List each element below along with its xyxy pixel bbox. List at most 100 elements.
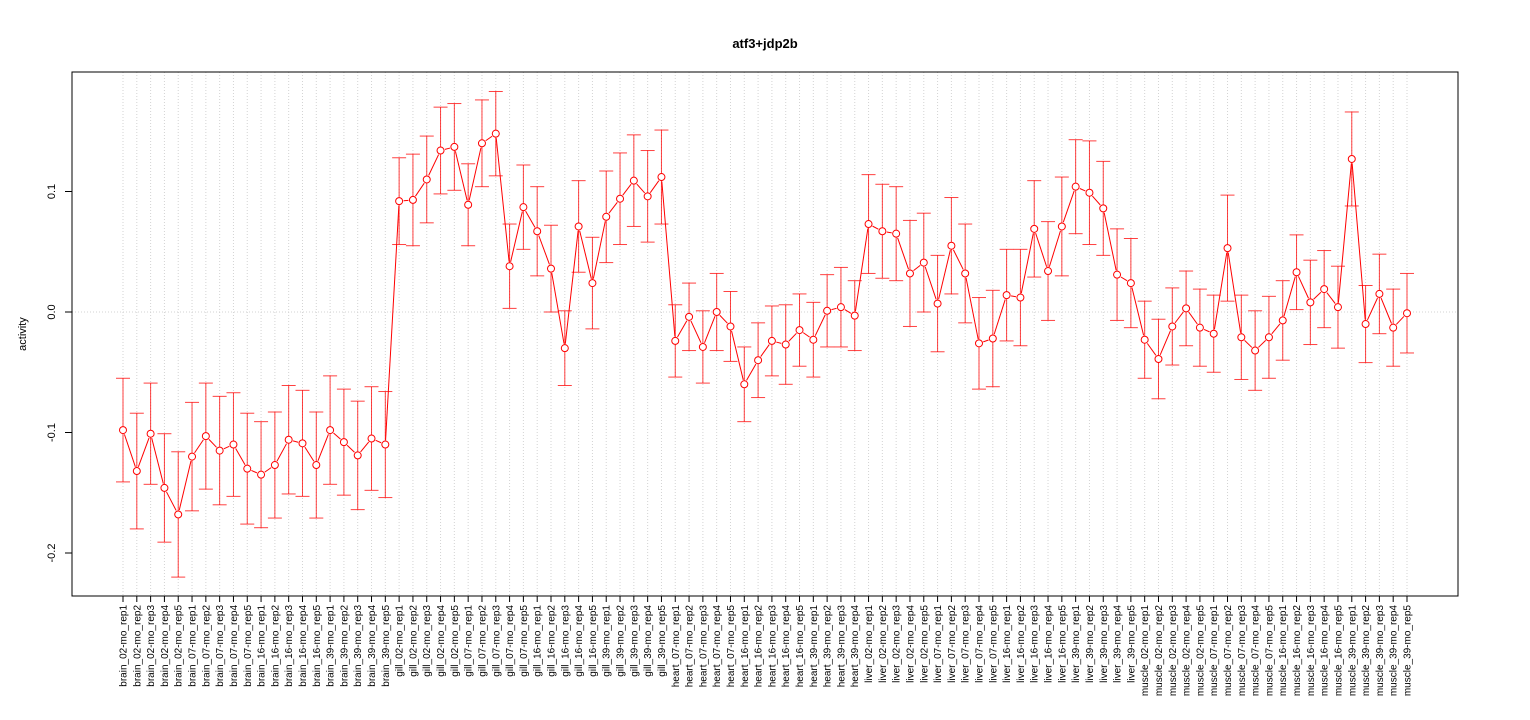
data-point	[1016, 293, 1025, 302]
data-point	[339, 438, 348, 447]
series-segment	[208, 439, 217, 448]
x-tick-label: liver_16-mo_rep3	[1030, 605, 1041, 683]
data-point	[270, 461, 279, 470]
data-point	[1113, 270, 1122, 279]
x-tick-label: muscle_07-mo_rep5	[1264, 605, 1275, 697]
x-tick-label: heart_16-mo_rep3	[767, 605, 778, 688]
x-tick-label: brain_07-mo_rep2	[201, 605, 212, 687]
series-segment	[704, 316, 716, 343]
x-tick-label: heart_07-mo_rep1	[671, 605, 682, 688]
data-point	[1361, 320, 1370, 329]
series-segment	[872, 225, 879, 230]
data-point	[353, 451, 362, 460]
data-point	[257, 470, 266, 479]
grid	[72, 72, 1458, 596]
data-point	[1306, 298, 1315, 307]
series-segment	[510, 211, 523, 262]
data-point	[988, 334, 997, 343]
data-point	[657, 173, 666, 182]
series-segment	[123, 434, 136, 467]
y-tick-label: -0.1	[46, 423, 58, 442]
x-tick-label: heart_39-mo_rep4	[850, 605, 861, 688]
x-tick-label: muscle_39-mo_rep2	[1361, 605, 1372, 697]
series-segment	[579, 230, 592, 279]
data-point	[643, 192, 652, 201]
data-point	[1403, 309, 1411, 318]
x-tick-label: brain_39-mo_rep4	[367, 605, 378, 687]
data-point	[754, 356, 763, 365]
x-tick-label: heart_39-mo_rep3	[836, 605, 847, 688]
x-tick-label: liver_02-mo_rep4	[905, 605, 916, 683]
x-tick-label: gill_39-mo_rep4	[643, 605, 654, 677]
series-segment	[137, 437, 150, 468]
series-segment	[166, 491, 177, 511]
data-point	[767, 336, 776, 345]
x-tick-label: heart_39-mo_rep1	[809, 605, 820, 688]
series-segment	[719, 314, 728, 324]
series-segment	[1367, 297, 1378, 321]
x-tick-label: muscle_39-mo_rep5	[1403, 605, 1414, 697]
data-point	[1057, 222, 1066, 231]
series-segment	[304, 446, 315, 462]
series-segment	[814, 314, 826, 336]
y-tick-label: -0.2	[46, 544, 58, 563]
series-segment	[444, 147, 451, 150]
series-segment	[375, 439, 382, 444]
x-tick-label: brain_16-mo_rep2	[270, 605, 281, 687]
x-tick-label: liver_39-mo_rep2	[1085, 605, 1096, 683]
x-tick-label: muscle_16-mo_rep2	[1292, 605, 1303, 697]
data-point	[464, 200, 473, 209]
series-segment	[264, 467, 272, 473]
x-tick-label: liver_07-mo_rep5	[988, 605, 999, 683]
series-segment	[983, 339, 989, 343]
series-segment	[746, 363, 757, 381]
data-point	[823, 306, 832, 315]
series-segment	[1035, 232, 1048, 267]
data-point	[947, 241, 956, 250]
data-point	[919, 258, 928, 267]
data-point	[422, 175, 431, 184]
data-point	[560, 344, 569, 353]
x-tick-label: gill_07-mo_rep1	[464, 605, 475, 677]
data-point	[533, 227, 542, 236]
series-segment	[468, 147, 482, 201]
data-point	[809, 335, 818, 344]
series-segment	[731, 330, 744, 381]
x-tick-label: liver_39-mo_rep1	[1071, 605, 1082, 683]
x-tick-label: liver_02-mo_rep3	[892, 605, 903, 683]
series-segment	[1203, 329, 1210, 333]
x-tick-label: liver_02-mo_rep2	[878, 605, 889, 683]
series-segment	[317, 434, 329, 462]
x-tick-label: gill_39-mo_rep3	[629, 605, 640, 677]
series-segment	[788, 332, 797, 342]
series-segment	[1351, 163, 1366, 320]
series-activity	[116, 90, 1414, 578]
data-point	[505, 262, 514, 271]
data-point	[1237, 333, 1246, 342]
data-point	[698, 342, 707, 351]
series-segment	[454, 151, 468, 201]
x-tick-label: gill_16-mo_rep4	[574, 605, 585, 677]
series-segment	[538, 235, 550, 265]
series-segment	[993, 299, 1006, 335]
series-segment	[1174, 311, 1184, 324]
series-segment	[1271, 323, 1281, 335]
series-segment	[1048, 230, 1061, 267]
series-segment	[592, 221, 606, 279]
x-tick-label: brain_39-mo_rep5	[381, 605, 392, 687]
data-point	[519, 203, 528, 212]
data-point	[326, 426, 335, 435]
data-point	[726, 322, 735, 331]
x-tick-label: liver_02-mo_rep1	[864, 605, 875, 683]
x-tick-label: heart_07-mo_rep3	[698, 605, 709, 688]
x-tick-label: heart_16-mo_rep2	[754, 605, 765, 688]
x-tick-label: liver_39-mo_rep3	[1099, 605, 1110, 683]
series-segment	[1062, 190, 1075, 223]
data-point	[961, 269, 970, 278]
x-tick-label: heart_07-mo_rep5	[726, 605, 737, 688]
data-point	[1126, 279, 1135, 288]
data-point	[1251, 346, 1260, 355]
series-segment	[346, 444, 355, 453]
data-point	[477, 139, 486, 148]
series-segment	[854, 228, 869, 312]
